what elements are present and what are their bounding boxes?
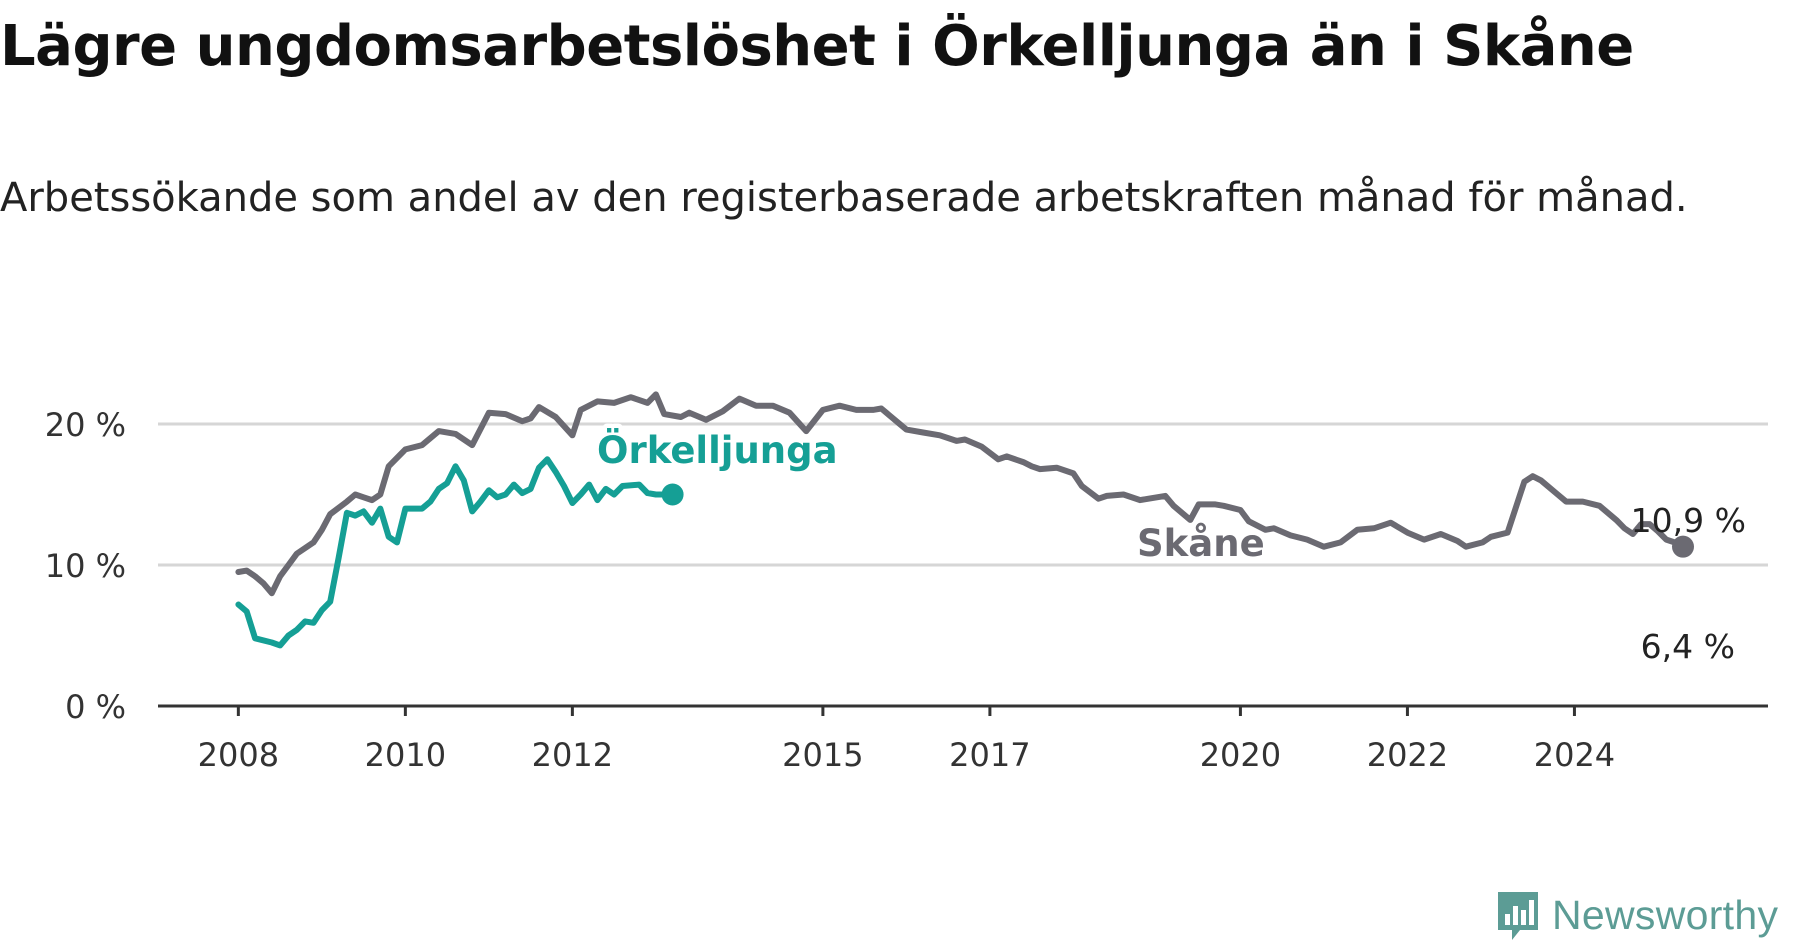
y-tick-label: 0 % <box>65 688 126 726</box>
series-line-skane <box>235 391 1686 597</box>
chart-labels: Örkelljunga Skåne 10,9 % 6,4 % <box>593 424 1747 670</box>
series-line-orkelljunga <box>235 456 676 649</box>
y-axis-tick-labels: 0 % 10 % 20 % <box>45 406 126 726</box>
x-tick-label: 2012 <box>532 736 613 774</box>
x-tick-label: 2024 <box>1534 736 1615 774</box>
logo-text: Newsworthy <box>1552 891 1779 938</box>
end-label-skane: 10,9 % <box>1631 501 1746 540</box>
chart-title: Lägre ungdomsarbetslöshet i Örkelljunga … <box>0 14 1634 79</box>
x-tick-label: 2022 <box>1367 736 1448 774</box>
end-marker-orkelljunga <box>661 483 684 506</box>
end-label-orkelljunga: 6,4 % <box>1641 627 1735 666</box>
x-axis: 2008 2010 2012 2015 2017 2020 2022 2024 <box>158 704 1768 774</box>
y-tick-label: 10 % <box>45 547 126 585</box>
gridlines <box>158 422 1768 567</box>
x-tick-label: 2015 <box>782 736 863 774</box>
y-tick-label: 20 % <box>45 406 126 444</box>
x-tick-label: 2010 <box>365 736 446 774</box>
x-tick-label: 2008 <box>198 736 279 774</box>
x-tick-label: 2017 <box>949 736 1030 774</box>
chart-subtitle: Arbetssökande som andel av den registerb… <box>0 175 1688 221</box>
end-marker-skane <box>1672 535 1694 558</box>
newsworthy-logo-icon <box>1498 892 1538 940</box>
x-tick-label: 2020 <box>1200 736 1281 774</box>
series-lines <box>235 391 1694 649</box>
newsworthy-logo[interactable]: Newsworthy <box>1494 888 1778 942</box>
series-label-skane: Skåne <box>1137 522 1265 565</box>
series-label-orkelljunga: Örkelljunga <box>597 428 838 472</box>
